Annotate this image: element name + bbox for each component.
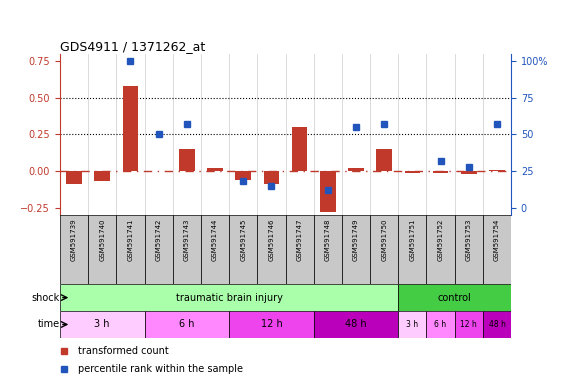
Text: GSM591753: GSM591753 — [466, 218, 472, 261]
Text: shock: shock — [32, 293, 60, 303]
Bar — [201, 215, 229, 284]
Bar — [483, 311, 511, 338]
Text: GSM591743: GSM591743 — [184, 218, 190, 261]
Bar — [427, 311, 455, 338]
Bar — [405, 171, 420, 172]
Bar — [427, 215, 455, 284]
Text: GSM591752: GSM591752 — [437, 218, 444, 261]
Text: GDS4911 / 1371262_at: GDS4911 / 1371262_at — [60, 40, 205, 53]
Text: GSM591745: GSM591745 — [240, 218, 246, 261]
Bar — [88, 215, 116, 284]
Text: 12 h: 12 h — [460, 320, 477, 329]
Bar — [173, 215, 201, 284]
Bar — [320, 171, 336, 212]
Text: GSM591744: GSM591744 — [212, 218, 218, 261]
Bar — [66, 171, 82, 184]
Bar — [144, 215, 173, 284]
Text: GSM591748: GSM591748 — [325, 218, 331, 261]
Bar — [123, 86, 138, 171]
Bar — [370, 215, 399, 284]
Text: transformed count: transformed count — [78, 346, 169, 356]
Text: GSM591751: GSM591751 — [409, 218, 415, 261]
Text: GSM591750: GSM591750 — [381, 218, 387, 261]
Bar — [235, 171, 251, 180]
Bar — [229, 215, 258, 284]
Bar — [144, 311, 229, 338]
Text: control: control — [438, 293, 472, 303]
Text: GSM591741: GSM591741 — [127, 218, 134, 261]
Text: traumatic brain injury: traumatic brain injury — [176, 293, 283, 303]
Bar — [455, 311, 483, 338]
Text: 12 h: 12 h — [260, 319, 282, 329]
Bar — [60, 284, 399, 311]
Text: 48 h: 48 h — [489, 320, 505, 329]
Text: GSM591740: GSM591740 — [99, 218, 105, 261]
Text: 6 h: 6 h — [179, 319, 195, 329]
Bar — [292, 127, 307, 171]
Bar — [286, 215, 313, 284]
Text: GSM591746: GSM591746 — [268, 218, 275, 261]
Bar — [258, 215, 286, 284]
Text: GSM591742: GSM591742 — [156, 218, 162, 261]
Bar — [483, 215, 511, 284]
Text: 3 h: 3 h — [94, 319, 110, 329]
Text: 6 h: 6 h — [435, 320, 447, 329]
Bar — [348, 168, 364, 171]
Bar — [313, 311, 399, 338]
Bar — [455, 215, 483, 284]
Bar — [264, 171, 279, 184]
Text: percentile rank within the sample: percentile rank within the sample — [78, 364, 243, 374]
Bar — [313, 215, 342, 284]
Bar — [399, 284, 511, 311]
Text: 3 h: 3 h — [407, 320, 419, 329]
Text: time: time — [38, 319, 60, 329]
Bar — [433, 171, 448, 172]
Bar — [399, 311, 427, 338]
Bar — [489, 170, 505, 171]
Bar — [207, 168, 223, 171]
Bar — [399, 215, 427, 284]
Text: GSM591739: GSM591739 — [71, 218, 77, 261]
Bar — [342, 215, 370, 284]
Bar — [94, 171, 110, 181]
Text: GSM591747: GSM591747 — [296, 218, 303, 261]
Bar — [229, 311, 313, 338]
Bar — [179, 149, 195, 171]
Text: GSM591749: GSM591749 — [353, 218, 359, 261]
Bar — [461, 171, 477, 174]
Text: 48 h: 48 h — [345, 319, 367, 329]
Bar — [60, 215, 88, 284]
Bar — [376, 149, 392, 171]
Text: GSM591754: GSM591754 — [494, 218, 500, 261]
Bar — [116, 215, 144, 284]
Bar — [60, 311, 144, 338]
